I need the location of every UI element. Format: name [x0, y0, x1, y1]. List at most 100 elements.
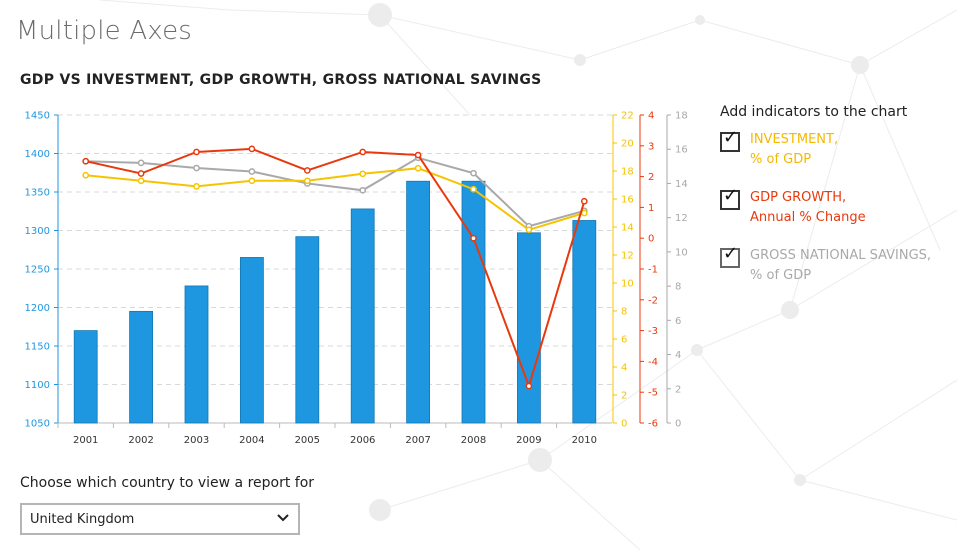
growth-point: [525, 382, 533, 390]
country-select[interactable]: United Kingdom: [20, 503, 300, 535]
x-tick-label: 2001: [73, 435, 98, 446]
gdp-bar: [73, 330, 98, 424]
gdp-bar: [295, 236, 320, 424]
savings-tick-label: 12: [675, 213, 688, 224]
investment-tick-label: 20: [621, 139, 634, 150]
gdp-tick-label: 1050: [25, 419, 50, 430]
investment-tick-label: 18: [621, 167, 634, 178]
gdp-tick-label: 1350: [25, 188, 50, 199]
gdp-growth-checkbox[interactable]: ✓: [720, 185, 740, 210]
gdp-bar: [517, 232, 541, 424]
investment-indicator-toggle[interactable]: ✓ INVESTMENT, % of GDP: [720, 127, 950, 170]
savings-tick-label: 14: [675, 179, 688, 190]
growth-tick-label: -5: [648, 388, 658, 399]
indicators-heading: Add indicators to the chart: [720, 104, 908, 120]
chart-title: GDP VS INVESTMENT, GDP GROWTH, GROSS NAT…: [20, 72, 542, 88]
gdp-tick-label: 1300: [25, 226, 50, 237]
x-tick-label: 2004: [239, 435, 264, 446]
investment-point: [414, 164, 422, 172]
gdp-growth-label-line1: GDP GROWTH,: [750, 190, 847, 205]
growth-point: [580, 197, 588, 205]
growth-point: [248, 145, 256, 153]
investment-tick-label: 22: [621, 111, 634, 122]
gdp-tick-label: 1450: [25, 111, 50, 122]
growth-point: [470, 234, 477, 242]
gdp-tick-label: 1100: [25, 380, 50, 391]
x-tick-label: 2009: [516, 435, 541, 446]
investment-tick-label: 4: [621, 363, 627, 374]
savings-tick-label: 4: [675, 350, 681, 361]
savings-point: [193, 164, 200, 172]
growth-tick-label: 2: [648, 172, 654, 183]
growth-tick-label: 1: [648, 203, 654, 214]
investment-tick-label: 12: [621, 251, 634, 262]
growth-point: [193, 148, 200, 156]
investment-point: [525, 226, 533, 234]
growth-tick-label: -1: [648, 265, 658, 276]
savings-tick-label: 16: [675, 145, 688, 156]
x-tick-label: 2008: [461, 435, 486, 446]
gdp-tick-label: 1200: [25, 303, 50, 314]
growth-tick-label: 0: [648, 234, 654, 245]
gdp-growth-label: GDP GROWTH, Annual % Change: [750, 188, 866, 228]
gdp-bar: [184, 285, 209, 424]
investment-point: [248, 177, 256, 185]
gdp-tick-label: 1400: [25, 149, 50, 160]
investment-tick-label: 2: [621, 391, 627, 402]
savings-tick-label: 0: [675, 419, 681, 430]
checkmark-icon: ✓: [723, 127, 739, 148]
investment-point: [359, 170, 367, 178]
savings-checkbox[interactable]: ✓: [720, 243, 740, 268]
savings-tick-label: 8: [675, 282, 681, 293]
savings-label: GROSS NATIONAL SAVINGS, % of GDP: [750, 246, 931, 286]
investment-label: INVESTMENT, % of GDP: [750, 130, 838, 170]
gdp-bar: [572, 220, 597, 424]
x-tick-label: 2002: [128, 435, 153, 446]
growth-tick-label: -2: [648, 295, 658, 306]
savings-point: [359, 186, 367, 194]
country-select-value: United Kingdom: [30, 511, 135, 527]
investment-label-line1: INVESTMENT,: [750, 132, 839, 147]
x-tick-label: 2005: [295, 435, 320, 446]
savings-label-line2: % of GDP: [750, 268, 812, 283]
investment-tick-label: 16: [621, 195, 634, 206]
growth-point: [414, 151, 422, 159]
gdp-bar: [129, 310, 154, 424]
growth-tick-label: -4: [648, 357, 658, 368]
savings-indicator-toggle[interactable]: ✓ GROSS NATIONAL SAVINGS, % of GDP: [720, 243, 950, 286]
gdp-tick-label: 1250: [25, 265, 50, 276]
growth-point: [303, 167, 311, 174]
indicators-panel: Add indicators to the chart ✓ INVESTMENT…: [720, 104, 950, 304]
gdp-growth-label-line2: Annual % Change: [750, 210, 866, 225]
gdp-bar: [239, 257, 264, 424]
savings-point: [137, 159, 145, 167]
growth-tick-label: 3: [648, 141, 654, 152]
page-title: Multiple Axes: [16, 16, 193, 46]
growth-point: [137, 170, 145, 177]
x-tick-label: 2010: [572, 435, 597, 446]
investment-checkbox[interactable]: ✓: [720, 127, 740, 152]
growth-tick-label: -3: [648, 326, 658, 337]
growth-point: [82, 157, 90, 165]
investment-tick-label: 8: [621, 307, 627, 318]
x-tick-label: 2007: [405, 435, 430, 446]
gdp-bar: [461, 180, 486, 424]
gdp-growth-indicator-toggle[interactable]: ✓ GDP GROWTH, Annual % Change: [720, 185, 950, 228]
gdp-bar: [350, 208, 375, 424]
x-tick-label: 2003: [184, 435, 209, 446]
checkmark-icon: ✓: [723, 185, 739, 206]
savings-tick-label: 6: [675, 316, 681, 327]
growth-series-line: [85, 147, 586, 390]
investment-point: [303, 177, 311, 185]
savings-series-line: [85, 156, 585, 228]
investment-point: [470, 185, 477, 193]
x-tick-label: 2006: [350, 435, 375, 446]
gdp-tick-label: 1150: [25, 342, 50, 353]
investment-point: [193, 183, 200, 190]
savings-tick-label: 2: [675, 384, 681, 395]
checkmark-icon: ✓: [723, 243, 739, 264]
investment-tick-label: 0: [621, 419, 627, 430]
growth-point: [359, 148, 367, 156]
chevron-down-icon: [276, 511, 290, 527]
